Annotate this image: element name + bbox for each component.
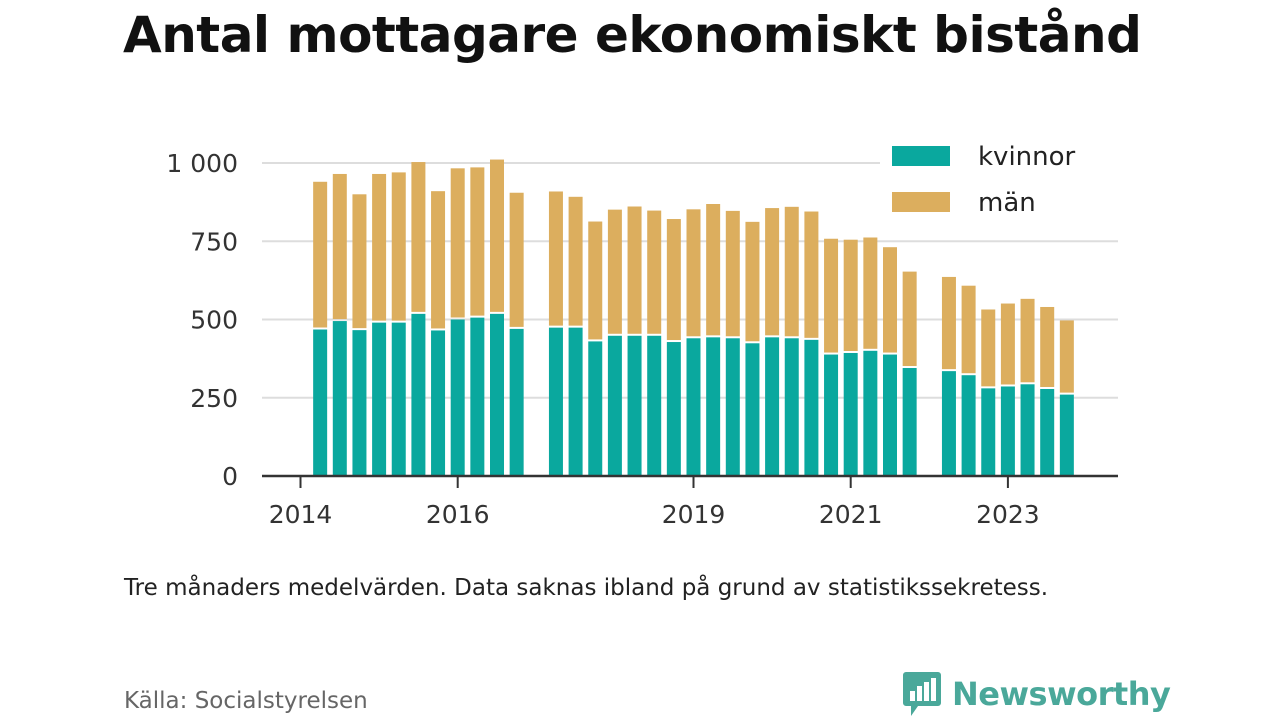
bar-kvinnor: [1000, 386, 1015, 476]
legend-label: kvinnor: [978, 142, 1076, 172]
bar-kvinnor: [804, 339, 819, 476]
bar-man: [1040, 306, 1055, 387]
bar-kvinnor: [607, 335, 622, 476]
legend-swatch-kvinnor: [892, 146, 950, 166]
bar-man: [725, 210, 740, 337]
bar-kvinnor: [431, 330, 446, 476]
bar-man: [548, 191, 563, 326]
bar-man: [332, 173, 347, 320]
bar-kvinnor: [765, 337, 780, 476]
bar-kvinnor: [981, 388, 996, 476]
bar-kvinnor: [588, 341, 603, 476]
bar-kvinnor: [902, 368, 917, 476]
bar-man: [941, 276, 956, 370]
bar-kvinnor: [725, 338, 740, 476]
bar-kvinnor: [941, 371, 956, 476]
bar-kvinnor: [450, 319, 465, 476]
bar-man: [372, 173, 387, 321]
bar-kvinnor: [411, 313, 426, 476]
x-axis: 2014 2016 2019 2021 2023: [262, 474, 1118, 529]
legend: kvinnor män: [880, 136, 1130, 226]
bar-man: [784, 206, 799, 337]
x-tick-label: 2023: [976, 500, 1040, 529]
bars: [313, 159, 1074, 476]
bar-kvinnor: [843, 352, 858, 476]
bar-man: [470, 167, 485, 316]
bar-man: [450, 168, 465, 318]
bar-man: [627, 206, 642, 334]
bar-kvinnor: [627, 335, 642, 476]
bar-man: [804, 211, 819, 338]
bar-man: [490, 159, 504, 312]
bar-kvinnor: [352, 330, 367, 476]
brand-name: Newsworthy: [952, 675, 1171, 713]
bar-man: [981, 309, 996, 387]
bar-kvinnor: [332, 321, 347, 476]
brand-logo: Newsworthy: [902, 670, 1171, 718]
bar-man: [313, 181, 328, 328]
bar-man: [902, 271, 917, 367]
legend-swatch-man: [892, 192, 950, 212]
stacked-bar-chart: 0 250 500 750 1 000 2014 2016 2019 2021 2023 kvi…: [166, 136, 1130, 529]
bar-kvinnor: [647, 335, 662, 476]
bar-kvinnor: [1040, 388, 1055, 476]
bar-man: [961, 285, 976, 374]
bar-man: [607, 209, 622, 334]
y-axis-ticks: 0 250 500 750 1 000: [166, 149, 238, 491]
bar-man: [568, 196, 583, 326]
bar-kvinnor: [490, 313, 504, 476]
y-tick-label: 0: [222, 462, 238, 491]
bar-kvinnor: [745, 343, 760, 476]
bar-man: [686, 209, 701, 337]
bar-kvinnor: [509, 328, 524, 476]
bar-man: [647, 210, 662, 334]
bar-kvinnor: [686, 338, 701, 476]
bar-kvinnor: [1020, 384, 1035, 476]
legend-label: män: [978, 188, 1036, 218]
bar-man: [745, 221, 760, 342]
bar-man: [352, 194, 367, 329]
bar-kvinnor: [824, 354, 839, 476]
bar-man: [411, 162, 426, 312]
chart-note: Tre månaders medelvärden. Data saknas ib…: [124, 575, 1049, 601]
bar-man: [391, 172, 406, 321]
bar-man: [1000, 303, 1015, 385]
bar-man: [1059, 320, 1074, 393]
bar-man: [706, 204, 721, 336]
bar-kvinnor: [863, 350, 878, 476]
bar-man: [824, 238, 839, 353]
x-tick-label: 2019: [662, 500, 726, 529]
bar-man: [843, 239, 858, 351]
y-tick-label: 1 000: [166, 149, 238, 178]
y-tick-label: 250: [190, 384, 238, 413]
y-tick-label: 500: [190, 306, 238, 335]
bar-kvinnor: [883, 354, 897, 476]
bar-kvinnor: [568, 327, 583, 476]
x-tick-label: 2021: [819, 500, 883, 529]
newsworthy-chart-bubble-icon: [903, 672, 941, 716]
bar-man: [863, 237, 878, 349]
bar-man: [765, 208, 780, 336]
bar-kvinnor: [961, 375, 976, 476]
source-label: Källa: Socialstyrelsen: [124, 688, 368, 714]
bar-kvinnor: [1059, 394, 1074, 476]
y-tick-label: 750: [190, 227, 238, 256]
bar-man: [666, 219, 681, 341]
chart-title: Antal mottagare ekonomiskt bistånd: [123, 6, 1142, 64]
bar-kvinnor: [666, 342, 681, 476]
x-tick-label: 2016: [426, 500, 490, 529]
bar-man: [509, 192, 524, 327]
bar-kvinnor: [313, 329, 328, 476]
bar-kvinnor: [784, 338, 799, 476]
bar-kvinnor: [706, 337, 721, 476]
bar-man: [588, 221, 603, 340]
bar-man: [883, 247, 897, 353]
bar-kvinnor: [391, 322, 406, 476]
bar-man: [431, 191, 446, 329]
bar-kvinnor: [470, 317, 485, 476]
bar-kvinnor: [548, 327, 563, 476]
bar-man: [1020, 298, 1035, 383]
x-tick-label: 2014: [269, 500, 333, 529]
bar-kvinnor: [372, 322, 387, 476]
